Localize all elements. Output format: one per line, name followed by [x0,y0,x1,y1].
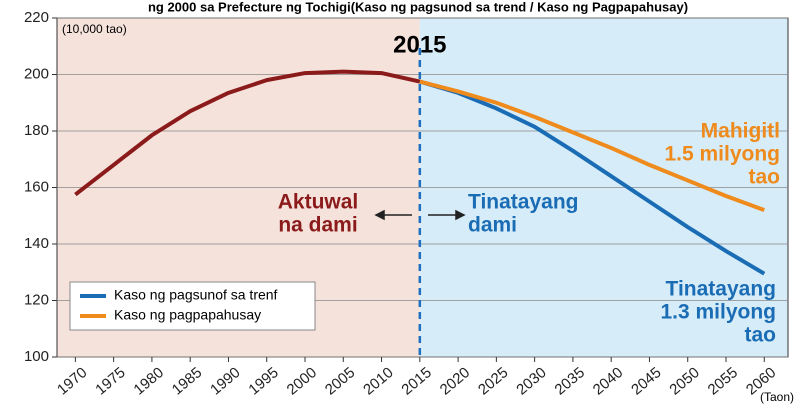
x-tick-label: 2030 [513,364,549,398]
y-tick-label: 120 [24,291,49,308]
chart-title: ng 2000 sa Prefecture ng Tochigi(Kaso ng… [148,0,688,14]
x-tick-label: 1995 [245,364,281,398]
annotation: tao [749,166,781,189]
x-tick-label: 2020 [437,364,473,398]
line [419,79,766,276]
legend-label: Kaso ng pagsunof sa trenf [114,287,278,303]
annotation: na dami [278,214,357,237]
annotation: tao [745,324,777,347]
annotation: 1.5 milyong [664,143,780,166]
background [56,17,789,358]
x-tick-label: 2050 [666,364,702,398]
arrow [374,209,466,221]
y-tick-label: 100 [24,348,49,365]
y-tick-label: 200 [24,65,49,82]
x-tick-label: 1980 [131,364,167,398]
line [74,69,421,197]
x-tick-label: 1970 [54,364,90,398]
line [419,79,765,212]
x-tick-label: 1975 [92,364,128,398]
annotation: Tinatayang [666,278,776,301]
y-tick-label: 160 [24,178,49,195]
annotation: Aktuwal [278,191,359,214]
annotation: dami [468,214,517,237]
x-tick-label: 2015 [398,364,434,398]
x-tick-label: 1990 [207,364,243,398]
y-unit: (10,000 tao) [62,22,127,36]
x-tick-label: 2005 [322,364,358,398]
annotation: Mahigitl [701,120,780,143]
x-tick-label: 2035 [552,364,588,398]
y-tick-label: 180 [24,122,49,139]
divider-label: 2015 [393,31,446,58]
x-tick-label: 2055 [705,364,741,398]
x-tick-label: 2000 [284,364,320,398]
x-tick-label: 2010 [360,364,396,398]
x-tick-label: 2025 [475,364,511,398]
annotation: Tinatayang [468,191,578,214]
x-unit: (Taon) [760,390,794,404]
x-tick-label: 2045 [628,364,664,398]
y-tick-label: 140 [24,235,49,252]
y-tick-label: 220 [24,9,49,26]
x-tick-label: 1985 [169,364,205,398]
x-tick-label: 2040 [590,364,626,398]
legend-box [69,281,316,331]
legend-label: Kaso ng pagpapahusay [114,307,261,323]
annotation: 1.3 milyong [660,301,776,324]
